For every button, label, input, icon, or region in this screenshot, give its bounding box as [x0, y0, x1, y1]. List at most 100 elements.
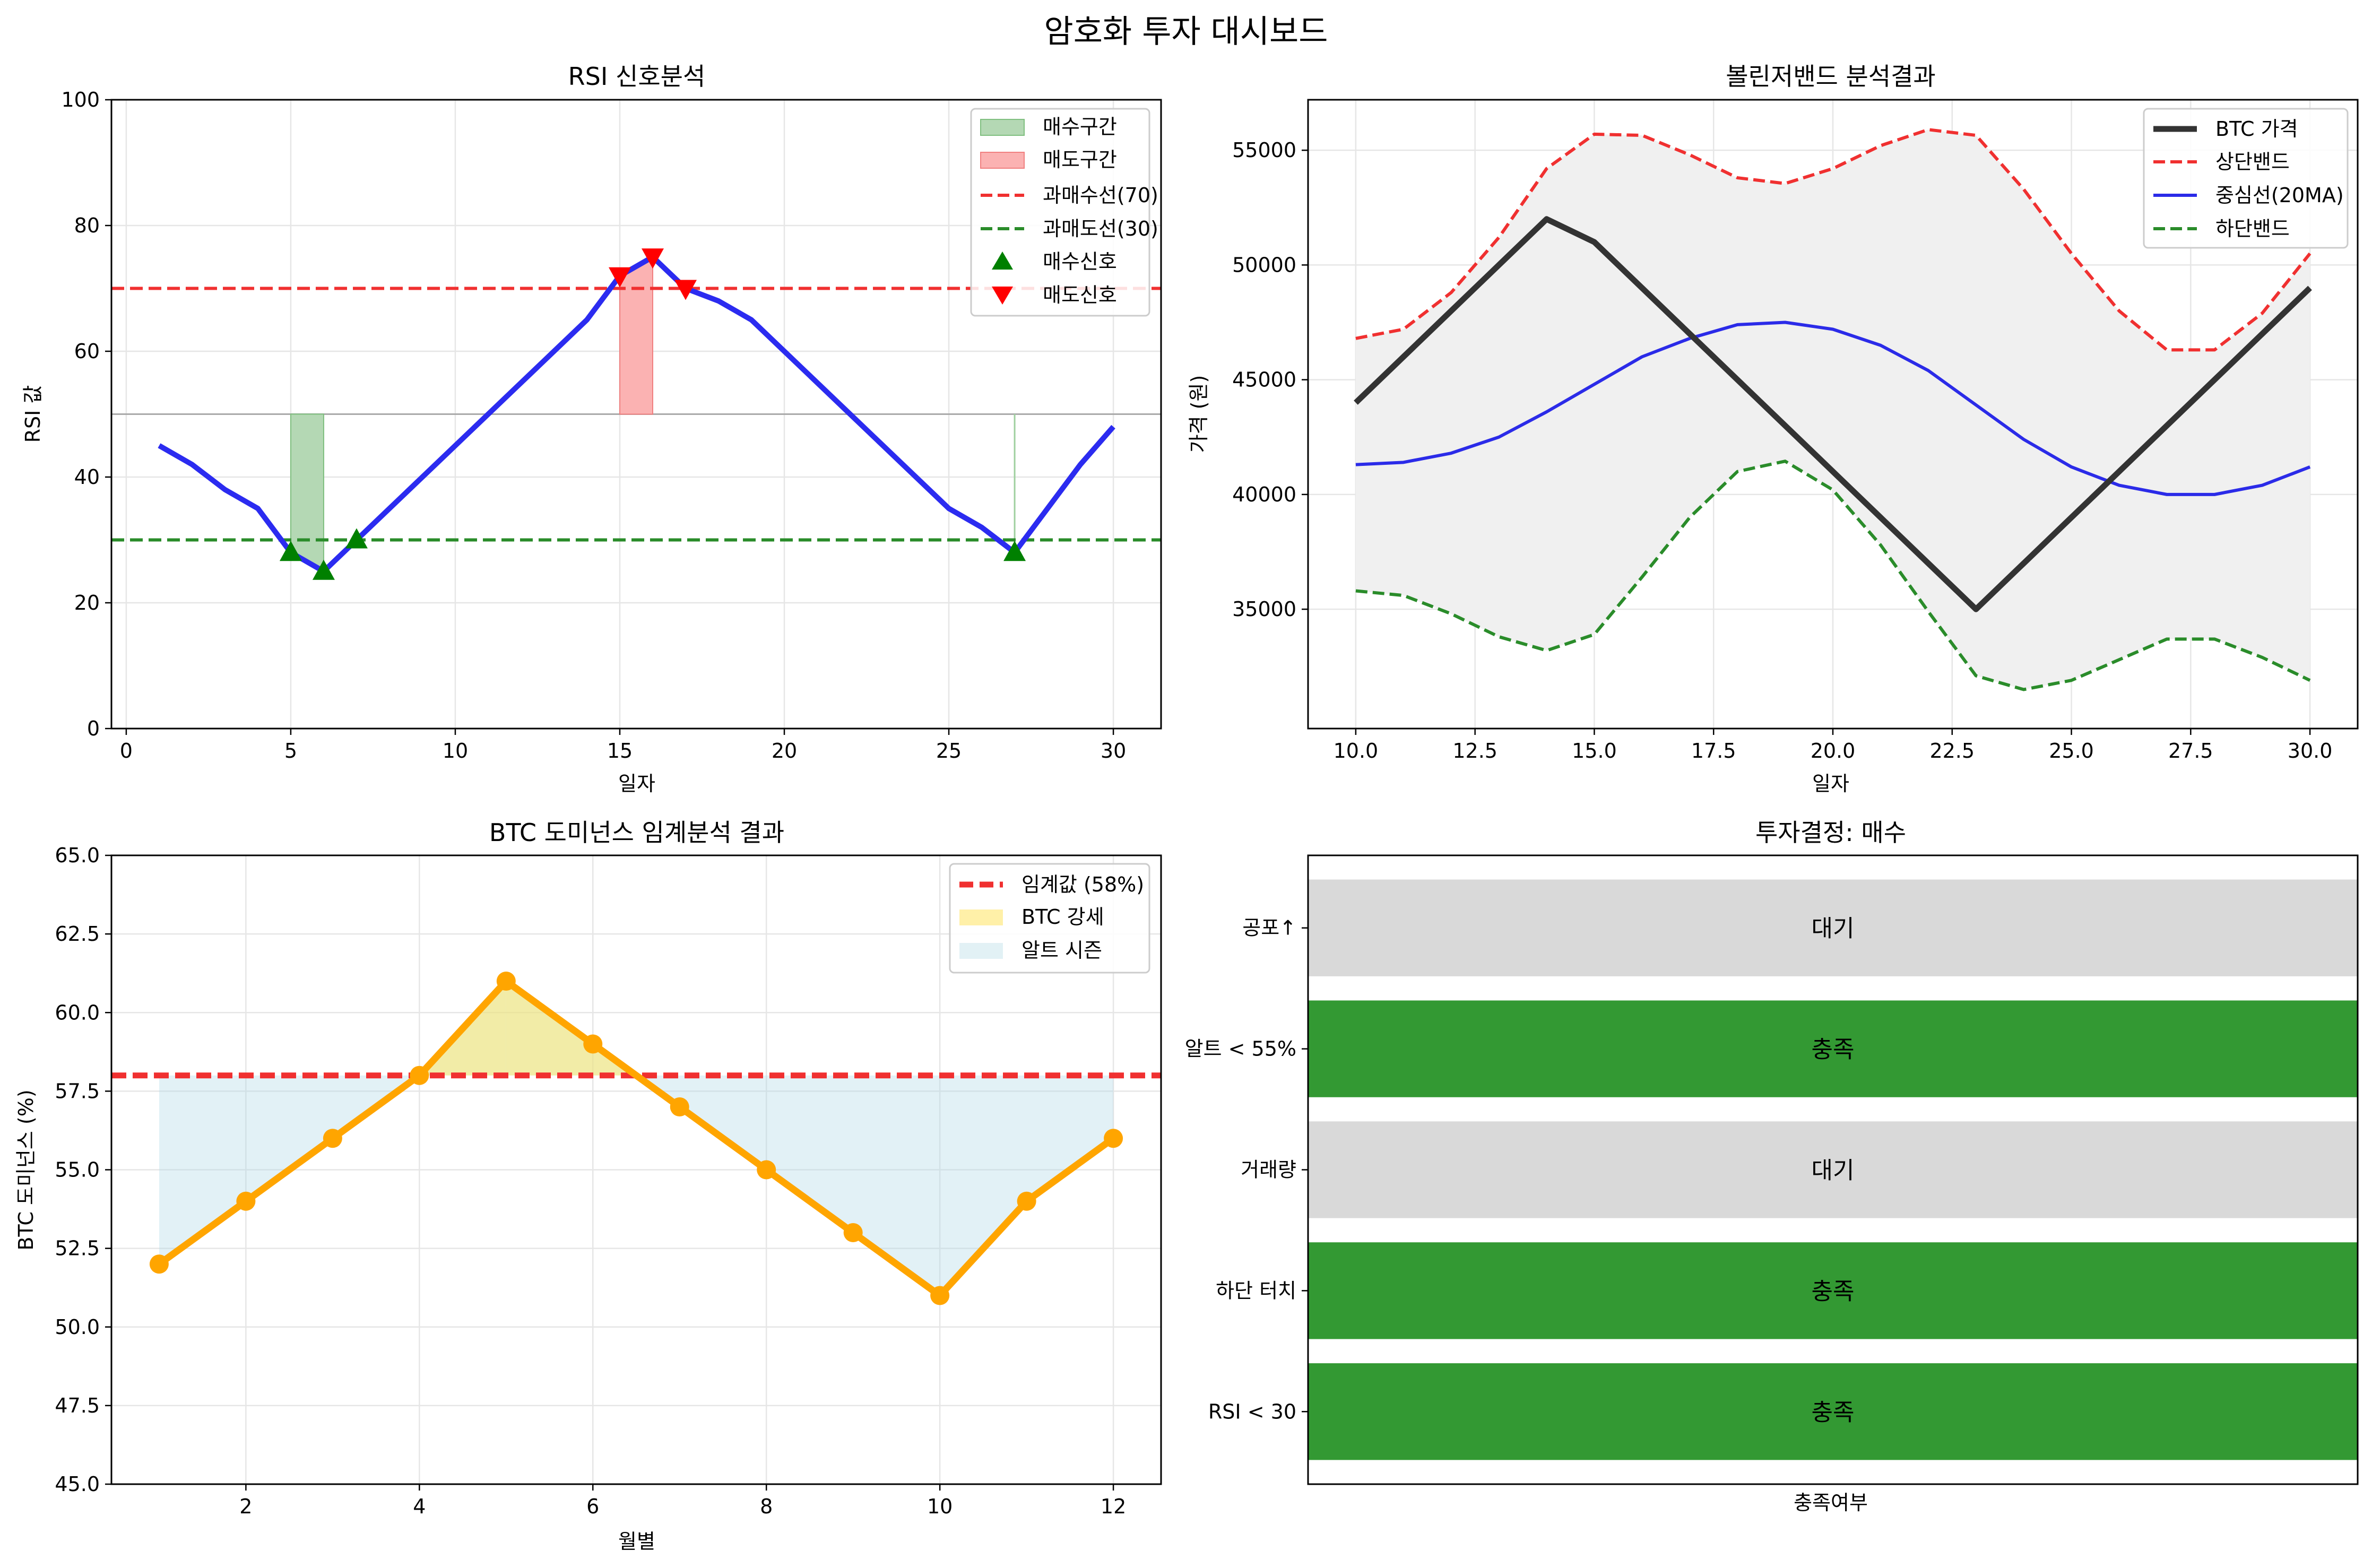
y-tick-label: 55.0 [55, 1158, 100, 1182]
y-tick-label: 40 [74, 465, 100, 489]
legend-swatch-buy-zone [980, 119, 1025, 136]
dominance-ticks: 2 4 6 8 10 12 45.0 47.5 50.0 52.5 55.0 57.5 60.0 62.5… [55, 844, 1126, 1518]
criterion-bar [1308, 879, 2358, 976]
bollinger-title: 볼린저밴드 분석결과 [1726, 62, 1936, 91]
x-tick-label: 15 [607, 739, 633, 763]
bollinger-ylabel: 가격 (원) [1187, 375, 1210, 453]
criterion-label: 알트 < 55% [1185, 1037, 1296, 1061]
dominance-point [583, 1034, 603, 1054]
dominance-point [323, 1129, 342, 1148]
legend-label-buy-signal: 매수신호 [1043, 250, 1117, 273]
bollinger-plot-area [1354, 128, 2312, 691]
y-tick-label: 47.5 [55, 1394, 100, 1417]
checklist-xlabel: 충족여부 [1794, 1491, 1868, 1514]
y-tick-label: 57.5 [55, 1079, 100, 1103]
x-tick-label: 6 [586, 1495, 599, 1518]
criterion-status: 충족 [1812, 1278, 1855, 1305]
dominance-point [496, 972, 516, 991]
rsi-axes-frame [110, 99, 1162, 730]
x-tick-label: 12 [1101, 1495, 1126, 1518]
y-tick-label: 65.0 [55, 844, 100, 867]
x-tick-label: 27.5 [2168, 739, 2213, 763]
x-tick-label: 25 [936, 739, 962, 763]
dominance-point [410, 1065, 429, 1085]
legend-marker-buy-signal [992, 252, 1013, 270]
y-tick-label: 50.0 [55, 1315, 100, 1339]
legend-label-btc-strong: BTC 강세 [1021, 905, 1104, 929]
bollinger-legend: BTC 가격 상단밴드 중심선(20MA) 하단밴드 [2143, 108, 2349, 249]
buy-signal-marker [1003, 541, 1026, 561]
legend-label-buy-zone: 매수구간 [1043, 115, 1117, 138]
sell-signal-marker [674, 280, 697, 300]
x-tick-label: 22.5 [1929, 739, 1975, 763]
criterion-bar [1308, 1000, 2358, 1097]
upper-band-line [1355, 128, 2312, 352]
buy-signal-marker [312, 559, 335, 580]
x-tick-label: 12.5 [1452, 739, 1497, 763]
legend-label-alt-season: 알트 시즌 [1021, 939, 1102, 962]
x-tick-label: 20.0 [1811, 739, 1856, 763]
legend-label-sell-signal: 매도신호 [1043, 283, 1117, 307]
dominance-xlabel: 월별 [618, 1530, 655, 1553]
sell-zone [619, 256, 654, 415]
y-tick-label: 80 [74, 214, 100, 237]
bollinger-band-fill [1355, 129, 2310, 690]
bollinger-panel: 볼린저밴드 분석결과 10.0 12.5 15.0 17.5 20.0 22.5 25.0 2… [1187, 62, 2359, 795]
dominance-point [149, 1254, 169, 1274]
x-tick-label: 17.5 [1691, 739, 1736, 763]
x-tick-label: 10 [443, 739, 468, 763]
bollinger-xlabel: 일자 [1812, 772, 1849, 795]
legend-swatch-alt-season [959, 943, 1003, 959]
legend-label-overbought: 과매수선(70) [1043, 184, 1158, 207]
legend-label-threshold: 임계값 (58%) [1021, 873, 1144, 896]
y-tick-label: 100 [61, 88, 100, 111]
rsi-line [158, 254, 1115, 574]
y-tick-label: 52.5 [55, 1237, 100, 1260]
criterion-status: 대기 [1812, 1157, 1855, 1184]
buy-signal-marker [279, 541, 302, 561]
sell-signal-marker [608, 267, 631, 288]
rsi-ticks: 0 5 10 15 20 25 30 0 20 40 60 80 100 [61, 88, 1126, 763]
dominance-ylabel: BTC 도미넌스 (%) [14, 1089, 38, 1250]
x-tick-label: 15.0 [1572, 739, 1617, 763]
y-tick-label: 0 [87, 717, 100, 740]
legend-label-upper-band: 상단밴드 [2215, 150, 2290, 174]
lower-band-line [1355, 460, 2311, 691]
criterion-label: 거래량 [1241, 1158, 1296, 1182]
legend-label-middle-band: 중심선(20MA) [2215, 184, 2344, 207]
x-tick-label: 20 [772, 739, 797, 763]
criterion-label: 하단 터치 [1216, 1279, 1296, 1302]
dominance-title: BTC 도미넌스 임계분석 결과 [489, 818, 784, 847]
sell-signal-marker [642, 248, 664, 269]
buy-signal-marker [345, 528, 368, 549]
rsi-ylabel: RSI 값 [21, 385, 45, 443]
x-tick-label: 0 [120, 739, 133, 763]
dominance-plot-area [111, 972, 1161, 1305]
criterion-status: 대기 [1812, 915, 1855, 942]
rsi-xlabel: 일자 [618, 772, 655, 795]
legend-swatch-btc-strong [959, 909, 1003, 925]
y-tick-label: 55000 [1232, 138, 1296, 162]
legend-marker-sell-signal [992, 287, 1013, 305]
legend-swatch-sell-zone [980, 152, 1025, 169]
criterion-status: 충족 [1812, 1036, 1855, 1063]
legend-label-sell-zone: 매도구간 [1043, 148, 1117, 171]
x-tick-label: 2 [239, 1495, 252, 1518]
x-tick-label: 30 [1101, 739, 1126, 763]
legend-label-oversold: 과매도선(30) [1043, 217, 1158, 240]
rsi-title: RSI 신호분석 [568, 62, 706, 91]
dominance-point [670, 1097, 689, 1116]
y-tick-label: 35000 [1232, 597, 1296, 621]
x-tick-label: 4 [413, 1495, 426, 1518]
x-tick-label: 10.0 [1334, 739, 1379, 763]
dominance-legend: 임계값 (58%) BTC 강세 알트 시즌 [949, 863, 1150, 974]
y-tick-label: 60 [74, 340, 100, 363]
x-tick-label: 5 [284, 739, 297, 763]
criterion-label: RSI < 30 [1208, 1400, 1296, 1423]
criterion-bar [1308, 1363, 2358, 1460]
dashboard-suptitle: 암호화 투자 대시보드 [1044, 13, 1328, 50]
dominance-point [757, 1160, 776, 1180]
